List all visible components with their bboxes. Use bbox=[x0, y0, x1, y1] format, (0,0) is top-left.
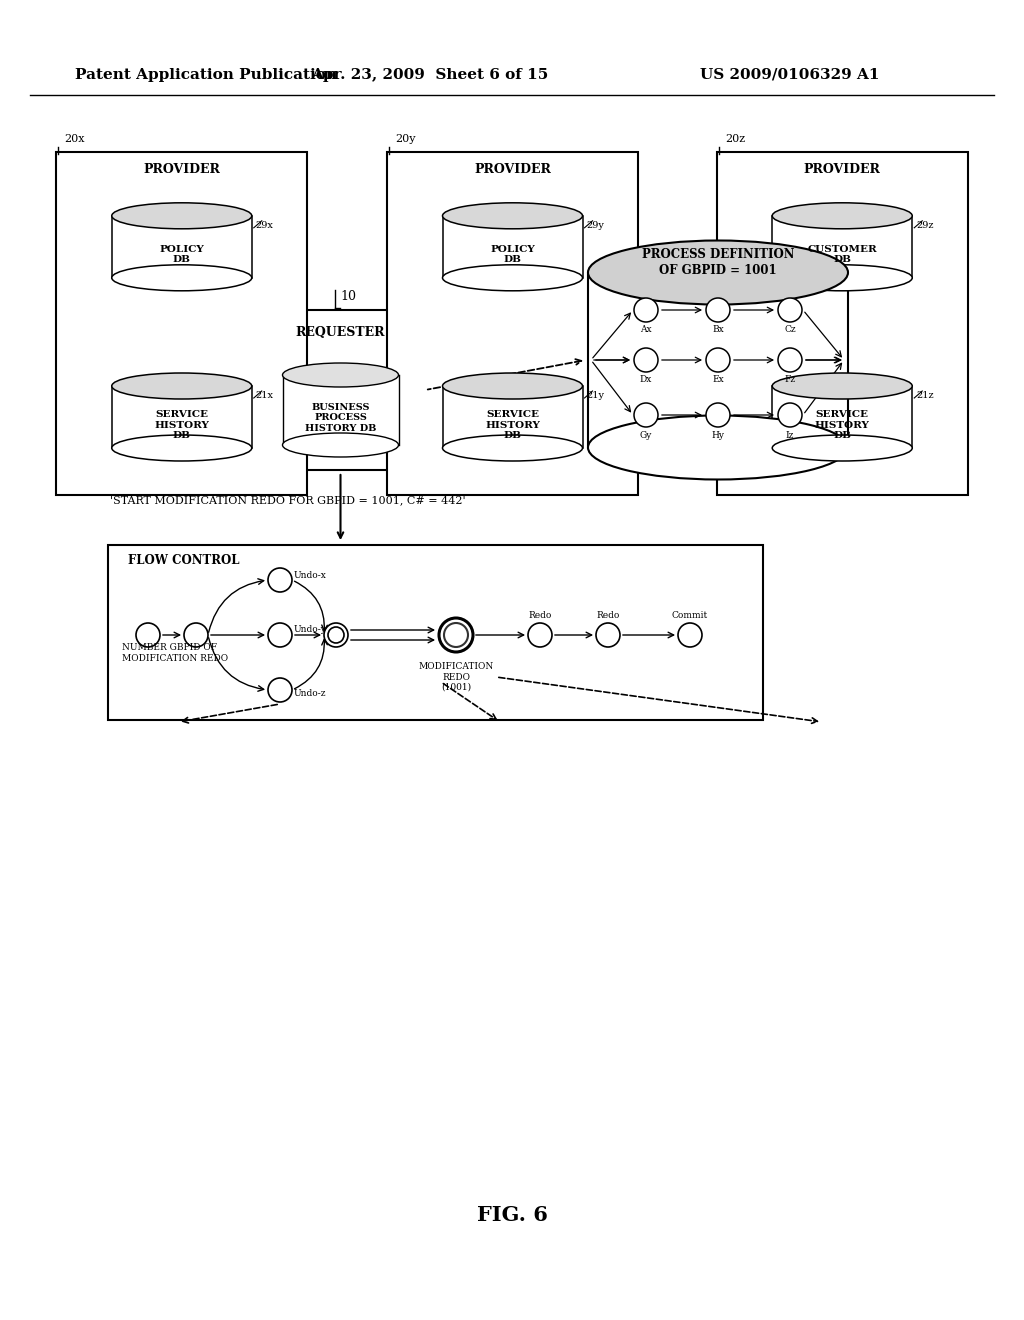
Ellipse shape bbox=[112, 374, 252, 399]
Text: BUSINESS
PROCESS
HISTORY DB: BUSINESS PROCESS HISTORY DB bbox=[305, 403, 376, 433]
Ellipse shape bbox=[442, 374, 583, 399]
Text: PROVIDER: PROVIDER bbox=[474, 164, 551, 177]
Text: Hy: Hy bbox=[712, 430, 725, 440]
Text: POLICY
DB: POLICY DB bbox=[490, 246, 535, 264]
Bar bbox=[283, 375, 398, 445]
Ellipse shape bbox=[772, 203, 912, 228]
Text: Gy: Gy bbox=[640, 430, 652, 440]
Text: Ex: Ex bbox=[712, 375, 724, 384]
Circle shape bbox=[706, 403, 730, 426]
Bar bbox=[108, 545, 763, 719]
Ellipse shape bbox=[112, 203, 252, 228]
Bar bbox=[112, 215, 252, 277]
Text: 20y: 20y bbox=[395, 133, 416, 144]
Text: MODIFICATION
REDO
(1001): MODIFICATION REDO (1001) bbox=[419, 663, 494, 692]
Ellipse shape bbox=[112, 436, 252, 461]
Text: 29z: 29z bbox=[916, 220, 934, 230]
Text: Bx: Bx bbox=[712, 326, 724, 334]
Text: 20z: 20z bbox=[725, 133, 744, 144]
Text: SERVICE
HISTORY
DB: SERVICE HISTORY DB bbox=[815, 411, 869, 440]
Circle shape bbox=[328, 627, 344, 643]
Circle shape bbox=[439, 618, 473, 652]
Text: 21z: 21z bbox=[916, 391, 934, 400]
Text: 20x: 20x bbox=[65, 133, 85, 144]
Bar bbox=[112, 385, 252, 447]
Text: Redo: Redo bbox=[528, 610, 552, 619]
Circle shape bbox=[268, 678, 292, 702]
Circle shape bbox=[596, 623, 620, 647]
Text: REQUESTER: REQUESTER bbox=[296, 326, 385, 338]
Circle shape bbox=[324, 623, 348, 647]
Ellipse shape bbox=[772, 374, 912, 399]
Circle shape bbox=[706, 298, 730, 322]
Ellipse shape bbox=[588, 240, 848, 305]
Bar bbox=[442, 385, 583, 447]
Text: PROVIDER: PROVIDER bbox=[804, 164, 881, 177]
Text: US 2009/0106329 A1: US 2009/0106329 A1 bbox=[700, 69, 880, 82]
Bar bbox=[387, 152, 638, 495]
Circle shape bbox=[778, 348, 802, 372]
Bar bbox=[258, 310, 423, 470]
Circle shape bbox=[634, 298, 658, 322]
Ellipse shape bbox=[283, 433, 398, 457]
Text: Ax: Ax bbox=[640, 326, 652, 334]
Text: Patent Application Publication: Patent Application Publication bbox=[75, 69, 337, 82]
Circle shape bbox=[444, 623, 468, 647]
Ellipse shape bbox=[588, 416, 848, 479]
Circle shape bbox=[778, 298, 802, 322]
Text: 21x: 21x bbox=[256, 391, 273, 400]
Bar bbox=[772, 385, 912, 447]
Circle shape bbox=[268, 568, 292, 591]
Text: FIG. 6: FIG. 6 bbox=[476, 1205, 548, 1225]
Ellipse shape bbox=[772, 265, 912, 290]
Circle shape bbox=[528, 623, 552, 647]
Text: SERVICE
HISTORY
DB: SERVICE HISTORY DB bbox=[485, 411, 540, 440]
Ellipse shape bbox=[442, 203, 583, 228]
Text: Redo: Redo bbox=[596, 610, 620, 619]
Text: Iz: Iz bbox=[785, 430, 795, 440]
Text: PROCESS DEFINITION
OF GBPID = 1001: PROCESS DEFINITION OF GBPID = 1001 bbox=[642, 248, 795, 276]
Circle shape bbox=[634, 348, 658, 372]
Circle shape bbox=[268, 623, 292, 647]
Text: FLOW CONTROL: FLOW CONTROL bbox=[128, 553, 240, 566]
Ellipse shape bbox=[283, 363, 398, 387]
Text: Undo-z: Undo-z bbox=[294, 689, 327, 698]
Text: Dx: Dx bbox=[640, 375, 652, 384]
Circle shape bbox=[778, 403, 802, 426]
Text: CUSTOMER
DB: CUSTOMER DB bbox=[807, 246, 878, 264]
Ellipse shape bbox=[112, 265, 252, 290]
Bar bbox=[56, 152, 307, 495]
Ellipse shape bbox=[772, 436, 912, 461]
Text: Apr. 23, 2009  Sheet 6 of 15: Apr. 23, 2009 Sheet 6 of 15 bbox=[311, 69, 549, 82]
Circle shape bbox=[634, 403, 658, 426]
Text: SERVICE
HISTORY
DB: SERVICE HISTORY DB bbox=[155, 411, 209, 440]
Bar bbox=[772, 215, 912, 277]
Bar bbox=[442, 215, 583, 277]
Text: PROVIDER: PROVIDER bbox=[143, 164, 220, 177]
Text: Cz: Cz bbox=[784, 326, 796, 334]
Text: 10: 10 bbox=[340, 290, 356, 304]
Circle shape bbox=[706, 348, 730, 372]
Text: Undo-y: Undo-y bbox=[294, 624, 327, 634]
Text: 'START MODIFICATION REDO FOR GBPID = 1001, C# = 442': 'START MODIFICATION REDO FOR GBPID = 100… bbox=[110, 495, 466, 506]
Text: NUMBER GBPID OF
MODIFICATION REDO: NUMBER GBPID OF MODIFICATION REDO bbox=[122, 643, 228, 663]
Circle shape bbox=[678, 623, 702, 647]
Text: Undo-x: Undo-x bbox=[294, 572, 327, 581]
Text: 21y: 21y bbox=[587, 391, 604, 400]
Text: Commit: Commit bbox=[672, 610, 709, 619]
Text: 29x: 29x bbox=[256, 220, 273, 230]
Circle shape bbox=[184, 623, 208, 647]
Text: POLICY
DB: POLICY DB bbox=[160, 246, 204, 264]
Ellipse shape bbox=[442, 436, 583, 461]
Text: 29y: 29y bbox=[587, 220, 604, 230]
Text: Fz: Fz bbox=[784, 375, 796, 384]
Circle shape bbox=[136, 623, 160, 647]
Ellipse shape bbox=[442, 265, 583, 290]
Bar bbox=[588, 272, 848, 447]
Bar bbox=[717, 152, 968, 495]
